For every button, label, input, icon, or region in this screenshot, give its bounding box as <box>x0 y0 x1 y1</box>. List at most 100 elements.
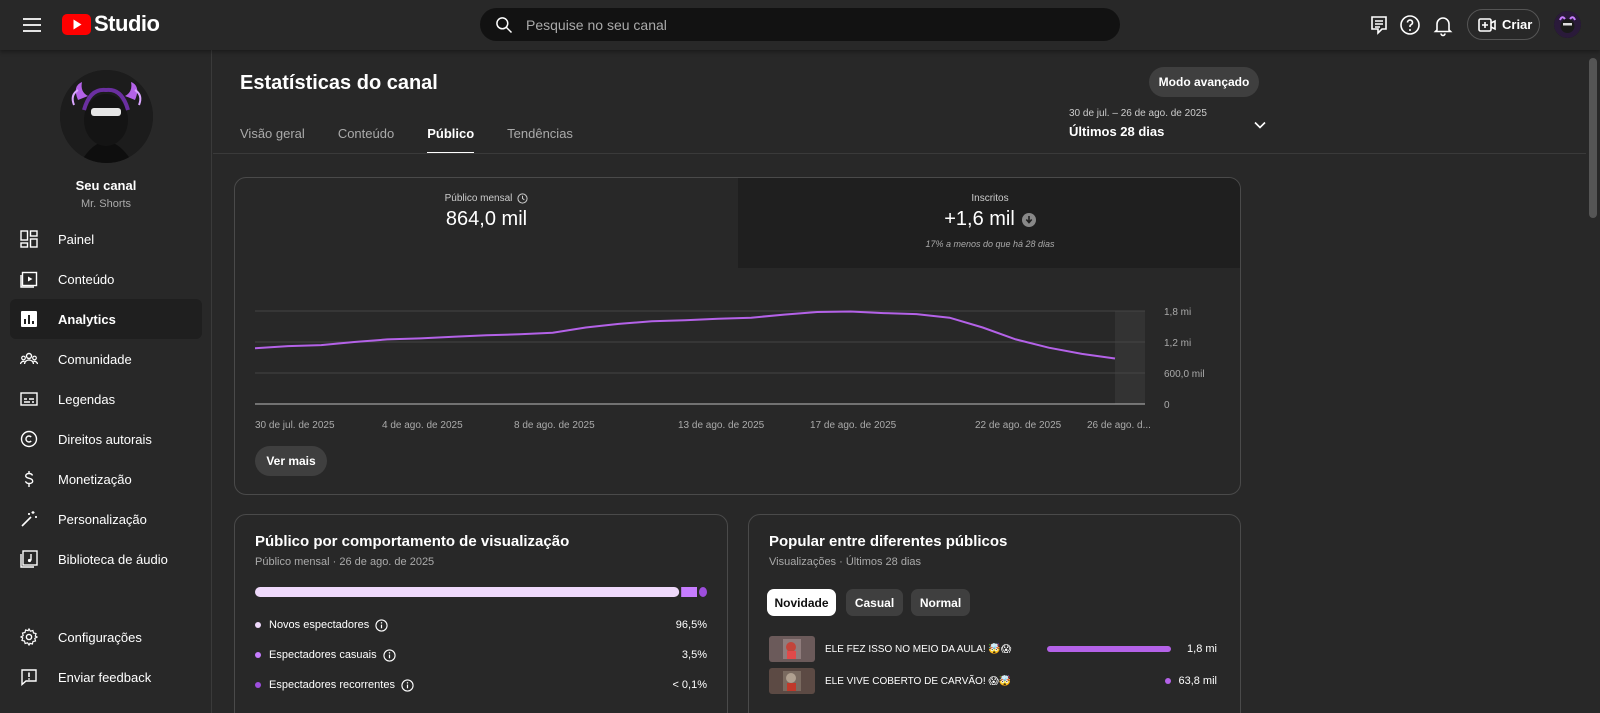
metric-note: 17% a menos do que há 28 dias <box>925 239 1055 249</box>
video-thumbnail-icon <box>769 668 815 694</box>
date-range-dates: 30 de jul. – 26 de ago. de 2025 <box>1069 108 1207 119</box>
sidebar-item-painel[interactable]: Painel <box>10 219 202 259</box>
metric-value: 864,0 mil <box>445 208 528 230</box>
youtube-logo-icon <box>62 13 91 35</box>
sidebar: Seu canal Mr. Shorts Painel Conteúdo Ana… <box>0 50 212 713</box>
account-avatar[interactable] <box>1554 11 1581 38</box>
series-line <box>254 310 1116 360</box>
y-tick-label: 0 <box>1164 400 1170 411</box>
info-icon[interactable] <box>401 678 414 692</box>
x-tick-label: 8 de ago. de 2025 <box>514 420 595 431</box>
studio-logo[interactable]: Studio <box>62 11 160 37</box>
behavior-segment[interactable] <box>255 587 680 597</box>
sidebar-item-conteudo[interactable]: Conteúdo <box>10 259 202 299</box>
sidebar-item-legendas[interactable]: Legendas <box>10 379 202 419</box>
create-button[interactable]: Criar <box>1467 9 1540 40</box>
metric-value: +1,6 mil <box>944 208 1015 230</box>
legend-label: Novos espectadores <box>269 619 370 631</box>
y-tick-label: 1,8 mi <box>1164 307 1191 318</box>
dashboard-icon <box>20 230 38 248</box>
x-tick-label: 13 de ago. de 2025 <box>678 420 765 431</box>
sidebar-item-enviar-feedback[interactable]: Enviar feedback <box>10 657 202 697</box>
video-row[interactable]: ELE VIVE COBERTO DE CARVÃO! 😱🤯 63,8 mil <box>769 667 1217 695</box>
page-title: Estatísticas do canal <box>240 72 438 94</box>
video-row[interactable]: ELE FEZ ISSO NO MEIO DA AULA! 🤯😱 1,8 mi <box>769 635 1217 663</box>
video-add-icon <box>1478 17 1496 32</box>
legend-dot <box>255 622 261 628</box>
search-icon[interactable] <box>494 15 514 35</box>
legend-value: 3,5% <box>681 649 707 661</box>
card-subtitle: Público mensal · 26 de ago. de 2025 <box>255 556 435 568</box>
tabs-divider <box>213 153 1600 154</box>
analytics-tabs: Visão geral Conteúdo Público Tendências <box>240 122 573 154</box>
legend-label: Espectadores recorrentes <box>269 679 395 691</box>
tab-visao-geral[interactable]: Visão geral <box>240 126 305 141</box>
video-views-bar <box>1047 646 1171 652</box>
sidebar-item-label: Comunidade <box>58 351 132 367</box>
page-scrollbar[interactable] <box>1586 50 1600 713</box>
scrollbar-thumb[interactable] <box>1589 58 1597 218</box>
search-bar[interactable] <box>480 8 1120 41</box>
subscribers-metric[interactable]: Inscritos +1,6 mil 17% a menos do que há… <box>738 178 1240 268</box>
sidebar-item-personalizacao[interactable]: Personalização <box>10 499 202 539</box>
sidebar-item-label: Personalização <box>58 511 147 527</box>
legend-value: 96,5% <box>675 619 707 631</box>
info-icon[interactable] <box>375 618 388 632</box>
sidebar-item-direitos-autorais[interactable]: Direitos autorais <box>10 419 202 459</box>
card-title: Popular entre diferentes públicos <box>769 533 1008 550</box>
metric-label: Inscritos <box>971 193 1009 204</box>
avatar-image-icon <box>1554 11 1581 38</box>
video-thumbnail[interactable] <box>769 668 815 694</box>
advanced-mode-button[interactable]: Modo avançado <box>1149 67 1259 97</box>
chip-casual[interactable]: Casual <box>846 589 903 616</box>
create-label: Criar <box>1502 17 1533 32</box>
comments-icon[interactable] <box>1367 13 1391 37</box>
tab-tendencias[interactable]: Tendências <box>507 126 573 141</box>
channel-handle: Mr. Shorts <box>80 198 132 210</box>
sidebar-item-configuracoes[interactable]: Configurações <box>10 617 202 657</box>
menu-icon[interactable] <box>20 13 44 37</box>
date-range-picker[interactable]: 30 de jul. – 26 de ago. de 2025 Últimos … <box>1069 108 1267 148</box>
x-tick-label: 26 de ago. d... <box>1087 420 1151 431</box>
sidebar-item-monetizacao[interactable]: Monetização <box>10 459 202 499</box>
chip-novidade[interactable]: Novidade <box>767 589 836 616</box>
sidebar-item-biblioteca-de-audio[interactable]: Biblioteca de áudio <box>10 539 202 579</box>
help-icon[interactable] <box>1398 13 1422 37</box>
monthly-audience-metric[interactable]: Público mensal 864,0 mil <box>235 178 738 268</box>
chip-normal[interactable]: Normal <box>911 589 970 616</box>
video-title: ELE VIVE COBERTO DE CARVÃO! 😱🤯 <box>825 675 1012 687</box>
sidebar-item-label: Direitos autorais <box>58 431 152 447</box>
sidebar-item-analytics[interactable]: Analytics <box>10 299 202 339</box>
behavior-segment[interactable] <box>699 587 707 597</box>
sidebar-item-comunidade[interactable]: Comunidade <box>10 339 202 379</box>
audience-overview-card: Público mensal 864,0 mil Inscritos +1,6 … <box>234 177 1241 495</box>
notifications-icon[interactable] <box>1431 13 1455 37</box>
copyright-icon <box>20 430 38 448</box>
x-tick-label: 4 de ago. de 2025 <box>382 420 463 431</box>
sidebar-item-label: Monetização <box>58 471 132 487</box>
video-views-bar <box>1165 678 1171 684</box>
arrow-down-circle-icon <box>1021 212 1036 227</box>
channel-avatar-image-icon <box>60 70 153 163</box>
legend-row-casual-viewers: Espectadores casuais 3,5% <box>255 647 707 663</box>
channel-name: Seu canal <box>75 178 137 193</box>
tab-conteudo[interactable]: Conteúdo <box>337 126 395 141</box>
channel-avatar[interactable] <box>60 70 153 163</box>
video-thumbnail[interactable] <box>769 636 815 662</box>
y-tick-label: 1,2 mi <box>1164 338 1191 349</box>
sidebar-item-label: Enviar feedback <box>58 669 152 685</box>
video-views-value: 1,8 mi <box>1187 643 1217 655</box>
audience-line-chart: 1,8 mi 1,2 mi 600,0 mil 0 30 de jul. de 2025… <box>254 307 1205 431</box>
chevron-down-icon <box>1254 121 1266 129</box>
x-tick-label: 17 de ago. de 2025 <box>810 420 897 431</box>
see-more-button[interactable]: Ver mais <box>255 446 327 476</box>
legend-label: Espectadores casuais <box>269 649 377 661</box>
legend-value: < 0,1% <box>672 679 707 691</box>
y-tick-label: 600,0 mil <box>1164 369 1205 380</box>
tab-publico[interactable]: Público <box>427 122 474 154</box>
legend-row-returning-viewers: Espectadores recorrentes < 0,1% <box>255 677 707 693</box>
search-input[interactable] <box>526 16 1086 33</box>
analytics-icon <box>21 311 37 327</box>
info-icon[interactable] <box>382 648 396 662</box>
behavior-segment[interactable] <box>681 587 697 597</box>
